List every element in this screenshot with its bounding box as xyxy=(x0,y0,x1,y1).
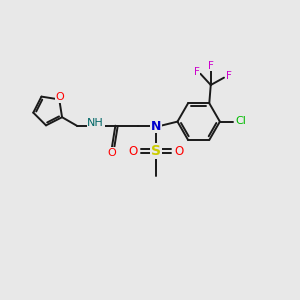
Text: O: O xyxy=(107,148,116,158)
Text: Cl: Cl xyxy=(235,116,246,126)
Text: O: O xyxy=(175,145,184,158)
Text: N: N xyxy=(151,119,161,133)
Text: F: F xyxy=(226,71,232,81)
Text: NH: NH xyxy=(87,118,104,128)
Text: S: S xyxy=(151,144,161,158)
Text: O: O xyxy=(56,92,64,102)
Text: F: F xyxy=(208,61,214,71)
Text: F: F xyxy=(194,67,200,77)
Text: O: O xyxy=(128,145,137,158)
